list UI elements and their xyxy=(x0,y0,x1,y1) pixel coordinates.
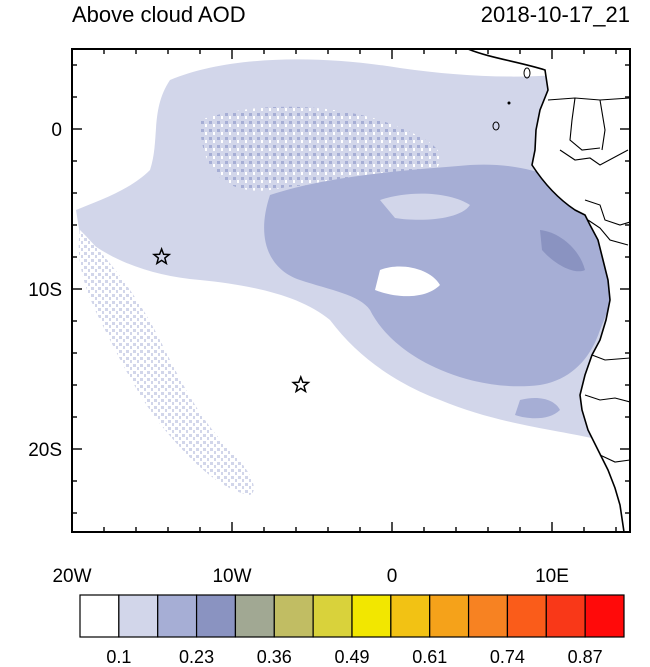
colorbar-label: 0.1 xyxy=(106,647,131,667)
y-tick-label: 10S xyxy=(28,280,62,301)
x-tick-label: 0 xyxy=(387,566,398,587)
colorbar-swatch xyxy=(506,594,547,638)
aod-mid-core xyxy=(264,164,612,387)
colorbar-label: 0.36 xyxy=(257,647,292,667)
timestamp: 2018-10-17_21 xyxy=(480,2,630,27)
africa-land xyxy=(467,49,630,532)
colorbar-swatch xyxy=(118,594,159,638)
plot-frame xyxy=(71,48,631,533)
aod-dark-core xyxy=(540,230,585,272)
station-markers xyxy=(151,246,311,394)
y-tick-label: 0 xyxy=(51,120,62,141)
aod-speckle-north xyxy=(200,106,441,191)
x-tick-label: 10E xyxy=(535,566,569,587)
colorbar-swatch xyxy=(273,594,314,638)
aod-field xyxy=(72,49,630,532)
colorbar-label: 0.49 xyxy=(334,647,369,667)
colorbar-swatch xyxy=(390,594,431,638)
colorbar-swatch xyxy=(157,594,198,638)
colorbar-swatch xyxy=(467,594,509,638)
colorbar-label: 0.74 xyxy=(490,647,525,667)
aod-southeast-tongue xyxy=(515,398,560,419)
colorbar-swatch xyxy=(195,594,237,638)
colorbar-swatch xyxy=(545,594,586,638)
colorbar-label: 0.23 xyxy=(179,647,214,667)
star-marker-icon xyxy=(291,374,311,394)
map-title: Above cloud AOD xyxy=(72,2,246,27)
x-tick-label: 20W xyxy=(52,566,91,587)
aod-clear-patch xyxy=(380,193,470,220)
y-tick-label: 20S xyxy=(28,440,62,461)
colorbar-swatch xyxy=(79,594,120,638)
colorbar: 0.1 0.23 0.36 0.49 0.61 0.74 0.87 xyxy=(79,594,625,667)
colorbar-swatch xyxy=(584,594,625,638)
aod-speckle-south xyxy=(78,230,254,495)
colorbar-swatch xyxy=(234,594,275,638)
colorbar-label: 0.87 xyxy=(568,647,603,667)
axis-ticks: 20W 10W 0 10E 0 10S 20S xyxy=(28,49,630,587)
colorbar-label: 0.61 xyxy=(412,647,447,667)
colorbar-swatch xyxy=(312,594,353,638)
star-marker-icon xyxy=(151,246,172,266)
x-tick-label: 10W xyxy=(212,566,251,587)
colorbar-swatch xyxy=(351,594,392,638)
colorbar-swatch xyxy=(429,594,470,638)
aod-clear-patch-2 xyxy=(375,266,440,297)
